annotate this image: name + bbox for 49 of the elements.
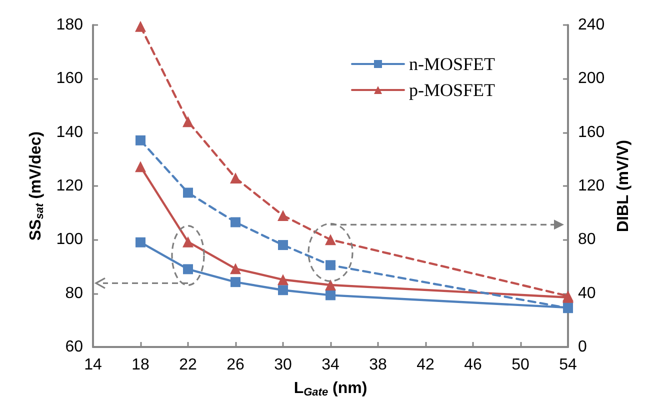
point: [278, 274, 288, 286]
point: [182, 116, 194, 128]
point: [136, 135, 146, 146]
x-tick-label: 22: [179, 356, 197, 374]
x-tick-label: 14: [84, 356, 102, 374]
x-tick-label: 26: [226, 356, 244, 374]
point: [326, 260, 336, 270]
x-tick-label: 46: [464, 356, 482, 374]
legend-label: n-MOSFET: [408, 54, 496, 74]
y-tick-label: 160: [56, 70, 84, 88]
y-tick-label: 120: [56, 178, 84, 194]
x-tick-label: 34: [322, 356, 340, 374]
y2-tick-label: 240: [578, 16, 605, 34]
y-axis-title: SSsat (mV/dec): [27, 131, 46, 241]
point: [278, 285, 288, 296]
point: [136, 237, 146, 248]
point: [230, 277, 240, 288]
point: [278, 240, 288, 250]
point: [230, 172, 241, 184]
y2-axis-title: DIBL (mV/V): [615, 140, 632, 232]
y-tick-label: 80: [65, 284, 84, 302]
point: [135, 161, 146, 172]
point: [325, 234, 336, 246]
x-tick-label: 50: [512, 356, 530, 374]
x-tick-label: 18: [132, 356, 150, 374]
x-tick-label: 38: [369, 356, 387, 374]
legend-label: p-MOSFET: [408, 80, 496, 100]
y2-tick-label: 160: [578, 124, 605, 141]
point: [278, 210, 288, 222]
point: [182, 236, 194, 248]
y2-tick-label: 40: [578, 284, 596, 302]
point: [230, 263, 241, 274]
y2-tick-label: 120: [578, 178, 605, 194]
y-tick-label: 140: [56, 124, 84, 141]
y2-tick-label: 80: [578, 231, 596, 248]
point: [135, 20, 146, 32]
y-tick-label: 100: [56, 231, 84, 248]
x-tick-label: 54: [559, 356, 577, 374]
x-tick-label: 42: [416, 356, 434, 374]
point: [183, 264, 193, 274]
y2-tick-label: 0: [578, 338, 587, 356]
point: [230, 217, 240, 228]
point: [183, 188, 193, 198]
y-tick-label: 60: [65, 338, 84, 356]
y2-tick-label: 200: [578, 70, 605, 88]
y-tick-label: 180: [56, 16, 84, 34]
point: [326, 290, 336, 300]
x-tick-label: 30: [274, 356, 292, 374]
point: [325, 280, 336, 291]
